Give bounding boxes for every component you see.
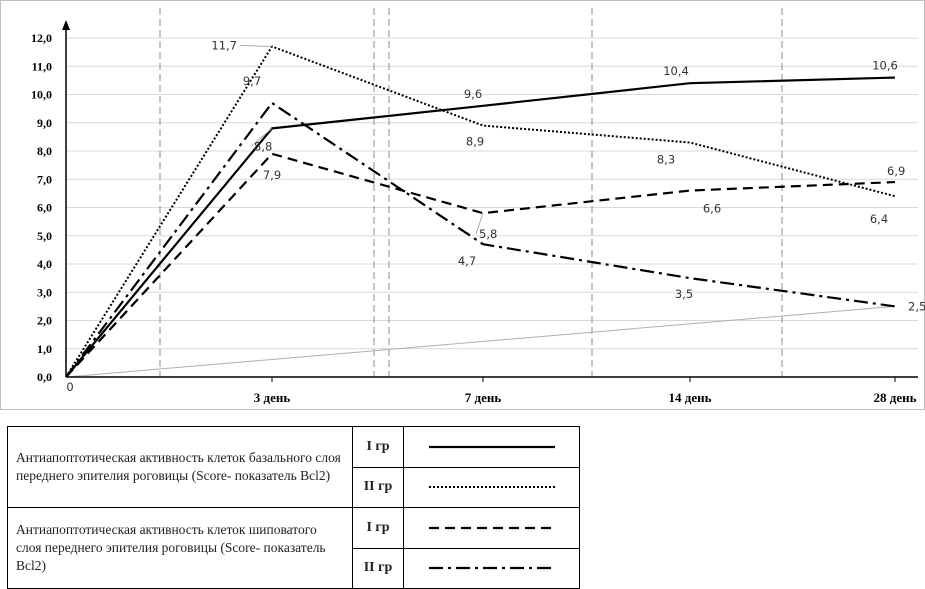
series-line-dotted [65,45,896,378]
data-label: 5,8 [479,227,497,241]
y-tick-label: 3,0 [37,285,52,299]
solid-line-sample [428,445,555,448]
y-tick-label: 1,0 [37,342,52,356]
y-tick-label: 10,0 [31,88,52,102]
series-line-dashdot [65,101,896,378]
label-leader [250,128,273,147]
data-label: 9,6 [464,87,482,101]
dashdot-line-sample [428,567,555,570]
data-label: 2,5 [908,299,925,313]
trend-line [65,305,896,378]
legend-row: II гр [8,547,580,589]
data-label: 6,4 [870,212,888,226]
y-tick-label: 7,0 [37,172,52,186]
data-label: 3,5 [675,287,693,301]
legend-group-label: I гр [352,507,404,549]
legend-description-spinous: Антиапоптотическая активность клеток шип… [7,507,353,589]
legend-description-basal: Антиапоптотическая активность клеток баз… [7,426,353,508]
legend-sample-dashed [403,507,580,549]
legend-row: Антиапоптотическая активность клеток шип… [7,507,580,589]
x-tick-label: 3 день [254,390,291,405]
y-axis-arrow [62,20,70,30]
data-label: 6,9 [887,164,905,178]
label-leader [475,213,484,235]
data-label: 10,4 [663,64,689,78]
x-tick-label: 14 день [669,390,712,405]
legend-row: Антиапоптотическая активность клеток баз… [7,426,580,508]
legend-group-label: I гр [352,426,404,468]
y-tick-label: 9,0 [37,116,52,130]
label-leader [239,45,273,47]
legend-sample-solid [403,426,580,468]
dotted-line-sample [428,486,555,489]
y-tick-label: 5,0 [37,229,52,243]
chart-area: 0,0 1,0 2,0 3,0 4,0 5,0 6,0 7,0 8,0 9,0 10,0 11,0 12… [0,0,925,410]
y-tick-label: 0,0 [37,370,52,384]
legend-group-label: II гр [352,547,404,589]
line-chart: 0,0 1,0 2,0 3,0 4,0 5,0 6,0 7,0 8,0 9,0 10,0 11,0 12… [0,0,925,410]
legend-group-label: II гр [352,466,404,508]
data-label: 11,7 [211,38,237,52]
data-label: 6,6 [703,202,721,216]
x-tick-label: 7 день [465,390,502,405]
data-label: 8,9 [466,135,484,149]
x-tick-label: 28 день [874,390,917,405]
data-label: 9,7 [243,74,261,88]
legend-row: II гр [8,466,580,508]
series-line-solid [65,76,896,378]
dashed-line-sample [428,526,555,529]
legend-sample-dotted [403,466,580,508]
data-label: 8,3 [657,153,675,167]
y-tick-label: 8,0 [37,144,52,158]
chart-frame [0,0,925,410]
data-label: 10,6 [872,59,898,73]
legend-table: Антиапоптотическая активность клеток баз… [7,426,580,589]
legend-sample-dashdot [403,547,580,589]
y-tick-label: 4,0 [37,257,52,271]
data-label: 4,7 [458,254,476,268]
data-label: 7,9 [263,168,281,182]
y-tick-label: 12,0 [31,31,52,45]
y-tick-label: 2,0 [37,314,52,328]
y-tick-label: 6,0 [37,201,52,215]
y-tick-label: 11,0 [32,59,52,73]
data-label: 8,8 [254,139,272,153]
x-origin-label: 0 [66,380,73,394]
